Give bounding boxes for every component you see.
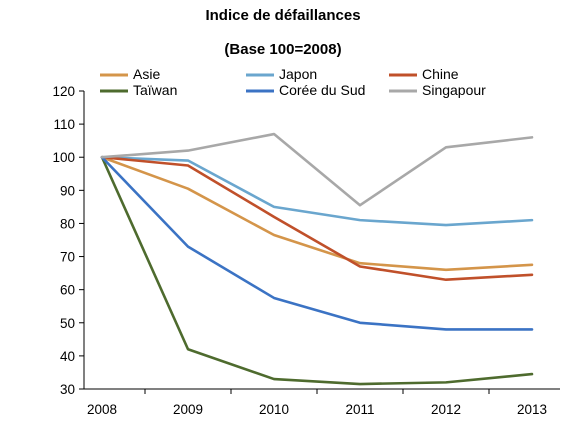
y-tick-label: 30 — [60, 382, 75, 397]
legend-label: Asie — [133, 66, 160, 82]
legend-label: Singapour — [422, 82, 486, 98]
y-tick-label: 100 — [52, 150, 75, 165]
y-tick-label: 70 — [60, 250, 75, 265]
legend-item: Singapour — [389, 82, 486, 98]
legend-item: Corée du Sud — [246, 82, 365, 98]
y-tick-label: 120 — [52, 84, 75, 99]
legend-label: Chine — [422, 66, 459, 82]
y-tick-label: 40 — [60, 349, 75, 364]
series-line-0 — [100, 155, 534, 272]
x-tick-label: 2010 — [259, 402, 289, 417]
series-line-3 — [100, 155, 534, 386]
series-line-1 — [100, 155, 534, 227]
chart-legend: Asie Japon Chine Taïwan Corée du Sud Singapou… — [100, 66, 486, 98]
legend-label: Taïwan — [133, 82, 177, 98]
series-line-2 — [100, 155, 534, 282]
chart-title: Indice de défaillances — [205, 7, 360, 24]
series-line-4 — [100, 155, 534, 331]
y-tick-label: 110 — [53, 117, 75, 132]
x-axis: 2008 2009 2010 2011 2012 2013 — [84, 388, 560, 417]
chart-subtitle: (Base 100=2008) — [224, 41, 341, 58]
legend-item: Asie — [100, 66, 160, 82]
series-layer — [100, 132, 534, 386]
legend-item: Japon — [246, 66, 317, 82]
legend-label: Corée du Sud — [279, 82, 365, 98]
y-tick-label: 90 — [60, 183, 75, 198]
y-axis: 30 40 50 60 70 80 90 100 110 120 — [52, 84, 85, 397]
x-tick-label: 2013 — [517, 402, 547, 417]
legend-item: Taïwan — [100, 82, 177, 98]
y-tick-label: 50 — [60, 316, 75, 331]
series-line-5 — [100, 132, 534, 207]
x-tick-label: 2012 — [431, 402, 461, 417]
x-tick-label: 2008 — [87, 402, 117, 417]
x-tick-label: 2009 — [173, 402, 203, 417]
legend-item: Chine — [389, 66, 459, 82]
y-tick-label: 80 — [60, 216, 75, 231]
legend-label: Japon — [279, 66, 317, 82]
x-tick-label: 2011 — [345, 402, 374, 417]
y-tick-label: 60 — [60, 283, 75, 298]
